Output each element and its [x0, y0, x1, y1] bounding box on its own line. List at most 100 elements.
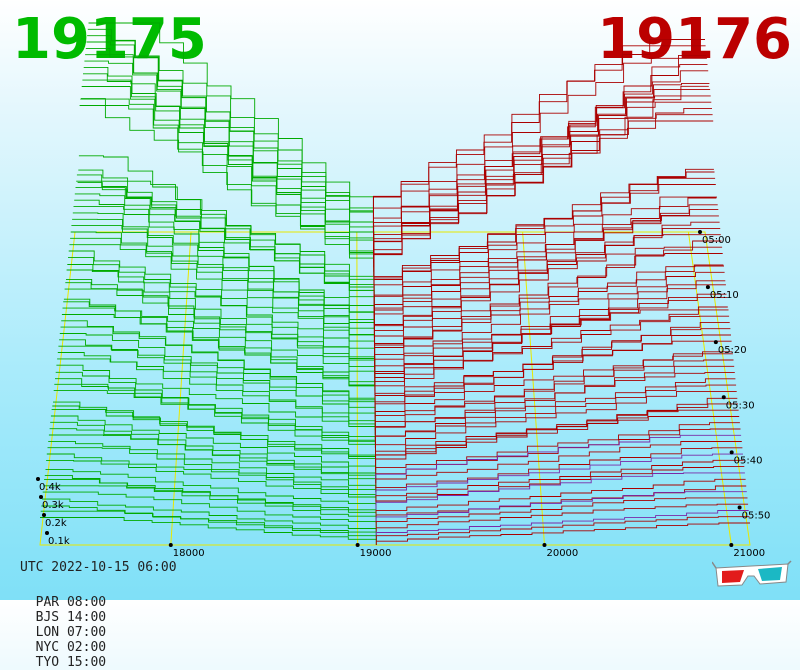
ask-depth-line	[375, 503, 749, 532]
timezone-tyo: TYO 15:00	[35, 655, 107, 670]
3d-glasses-icon[interactable]	[712, 560, 792, 592]
price-tick-marker	[729, 543, 734, 547]
bid-depth-line	[85, 47, 375, 250]
ask-depth-line	[373, 54, 707, 241]
bid-depth-line	[47, 447, 377, 497]
depth-tick-marker	[42, 513, 46, 517]
bid-depth-line	[51, 409, 377, 471]
bid-depth-line	[45, 469, 377, 510]
ask-depth-line	[374, 240, 722, 347]
ask-series	[372, 39, 750, 545]
time-tick-marker	[713, 340, 718, 345]
bid-depth-line	[40, 510, 377, 541]
ask-depth-line	[375, 522, 750, 545]
time-tick-label: 05:50	[742, 510, 771, 521]
ask-depth-line	[373, 95, 711, 272]
bid-depth-line	[53, 390, 376, 457]
time-tick-label: 05:30	[726, 400, 755, 411]
price-tick-label: 20000	[546, 548, 578, 559]
bid-depth-line	[46, 459, 377, 506]
bid-depth-line	[48, 434, 377, 488]
depth-tick-marker	[39, 495, 43, 499]
ask-depth-line	[373, 234, 721, 343]
timezone-row: PAR 08:00 BJS 14:00 LON 07:00 NYC 02:00 …	[20, 580, 132, 670]
bid-depth-line	[74, 193, 375, 321]
bid-depth-line	[82, 79, 375, 272]
ask-depth-line	[375, 497, 748, 528]
timezone-bjs: BJS 14:00	[35, 610, 107, 625]
time-tick-label: 05:20	[718, 345, 747, 356]
depth-tick-label: 0.2k	[45, 518, 67, 529]
bid-depth-line	[83, 66, 375, 263]
price-tick-label: 21000	[733, 548, 765, 559]
time-tick-marker	[729, 450, 734, 455]
price-tick-marker	[168, 543, 173, 547]
ask-depth-line	[375, 441, 742, 488]
ask-depth-line	[373, 114, 713, 285]
ask-depth-line	[375, 472, 745, 510]
ask-depth-line	[374, 265, 724, 365]
bid-depth-line	[60, 326, 376, 413]
ask-depth-line	[374, 296, 728, 387]
bid-depth-line	[81, 86, 375, 277]
ask-depth-line	[373, 89, 711, 268]
bid-depth-line	[54, 383, 376, 453]
ask-depth-line	[374, 359, 734, 431]
bid-depth-line	[42, 498, 377, 532]
ask-depth-line	[372, 39, 705, 232]
ask-depth-line	[374, 246, 723, 351]
timezone-par: PAR 08:00	[35, 595, 107, 610]
ask-depth-line	[375, 434, 742, 484]
ask-depth-line	[374, 353, 733, 426]
bid-depth-line	[71, 225, 375, 343]
bid-depth-line	[85, 54, 375, 254]
bid-depth-line	[42, 491, 377, 528]
bid-depth-line	[43, 485, 377, 523]
bid-depth-line	[56, 364, 376, 440]
bid-depth-line	[88, 22, 374, 232]
bid-depth-line	[58, 345, 376, 426]
bid-depth-line	[64, 288, 376, 387]
depth-tick-marker	[45, 531, 49, 535]
bid-depth-line	[80, 98, 375, 285]
bid-depth-line	[50, 415, 377, 475]
utc-time: UTC 2022-10-15 06:00	[20, 560, 177, 575]
time-tick-label: 05:40	[734, 455, 763, 466]
ask-depth-line	[375, 491, 747, 523]
bid-depth-line	[79, 105, 375, 290]
bid-price: 19175	[12, 7, 207, 72]
depth-chart: 18000 19000 20000 21000 0.1k 0.2k 0.3k 0.4k 05:0…	[36, 22, 771, 559]
time-tick-marker	[705, 285, 710, 290]
bid-depth-line	[87, 35, 374, 241]
time-tick-marker	[721, 395, 726, 400]
depth-tick-label: 0.1k	[48, 536, 70, 547]
bid-depth-line	[40, 517, 377, 545]
ask-depth-line	[373, 45, 706, 237]
depth-tick-marker	[36, 477, 40, 481]
ask-depth-line	[373, 184, 716, 307]
ask-depth-line	[375, 409, 739, 466]
ask-depth-line	[374, 284, 726, 378]
bid-depth-line	[44, 478, 377, 519]
ask-depth-line	[375, 390, 737, 453]
price-tick-label: 18000	[173, 548, 205, 559]
ask-depth-line	[374, 309, 729, 396]
ask-depth-line	[373, 120, 714, 290]
bid-depth-line	[57, 358, 376, 435]
ask-depth-line	[375, 416, 740, 471]
ask-depth-line	[375, 510, 749, 537]
bid-depth-line	[62, 307, 376, 400]
timezone-lon: LON 07:00	[35, 625, 107, 640]
bid-depth-line	[76, 180, 375, 312]
bid-series	[40, 22, 377, 545]
ask-depth-line	[373, 57, 707, 246]
ask-depth-line	[373, 196, 717, 316]
depth-tick-label: 0.3k	[42, 500, 64, 511]
ask-depth-line	[375, 516, 750, 541]
bid-depth-line	[48, 440, 377, 493]
ask-depth-line	[373, 177, 716, 303]
ask-depth-line	[375, 478, 746, 515]
bid-depth-line	[49, 428, 377, 484]
ask-depth-line	[373, 215, 719, 329]
ask-depth-line	[374, 340, 732, 418]
